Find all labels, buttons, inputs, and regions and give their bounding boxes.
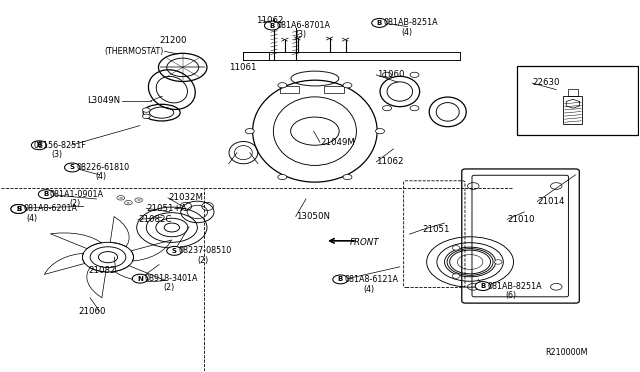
Circle shape [376,129,385,134]
Text: 21051+A: 21051+A [147,204,187,213]
Text: (2): (2) [197,256,209,264]
Text: (2): (2) [164,283,175,292]
Text: 081A8-6201A: 081A8-6201A [23,205,77,214]
Text: B: B [16,206,21,212]
Text: 081AB-8251A: 081AB-8251A [384,19,438,28]
Text: L3049N: L3049N [87,96,120,105]
Text: (4): (4) [95,172,106,181]
Circle shape [143,108,150,112]
Bar [324,86,344,93]
Text: B: B [377,20,382,26]
Circle shape [143,114,150,119]
Text: 21082: 21082 [89,266,116,275]
Text: 13050N: 13050N [296,212,330,221]
Text: 081A1-0901A: 081A1-0901A [50,190,104,199]
Text: S: S [172,248,177,254]
Text: (4): (4) [402,28,413,37]
Bar [280,86,299,93]
Circle shape [31,141,47,150]
Bar [568,89,578,96]
Text: (THERMOSTAT): (THERMOSTAT) [105,47,164,56]
Bar [563,96,582,124]
Text: (3): (3) [296,30,307,39]
Text: B: B [36,142,42,148]
Text: 081A6-8701A: 081A6-8701A [276,21,331,30]
Text: 21014: 21014 [537,197,564,206]
Text: R210000M: R210000M [545,347,588,356]
Text: 21010: 21010 [507,215,534,224]
Text: B: B [480,283,486,289]
Text: FRONT: FRONT [349,238,379,247]
Text: 081A8-6121A: 081A8-6121A [344,275,398,284]
Circle shape [132,274,148,283]
Circle shape [278,174,287,180]
Text: B: B [44,191,49,197]
Circle shape [372,19,387,28]
Text: 08237-08510: 08237-08510 [178,246,232,255]
Text: B: B [269,23,275,29]
Text: 081AB-8251A: 081AB-8251A [487,282,542,291]
Text: S: S [16,206,21,212]
Text: S: S [70,164,75,170]
Text: 08918-3401A: 08918-3401A [145,274,198,283]
Circle shape [475,282,490,291]
Circle shape [11,205,26,214]
Text: 21200: 21200 [159,36,187,45]
Text: (6): (6) [505,291,516,300]
Text: 11061: 11061 [229,63,257,72]
Circle shape [65,163,80,172]
Circle shape [278,83,287,88]
Text: N: N [137,276,143,282]
Circle shape [494,260,502,264]
Circle shape [167,246,182,255]
Circle shape [264,21,280,30]
Bar [516,65,638,135]
Text: 22630: 22630 [532,78,559,87]
Text: B: B [338,276,343,282]
Circle shape [333,275,348,284]
Text: 21060: 21060 [79,307,106,316]
Circle shape [11,205,26,214]
Circle shape [452,274,460,278]
Text: 08226-61810: 08226-61810 [76,163,129,172]
Text: 21049M: 21049M [320,138,355,147]
Circle shape [245,129,254,134]
Text: 11062: 11062 [376,157,404,166]
Text: (4): (4) [364,285,374,294]
Text: 21082C: 21082C [138,215,172,224]
Circle shape [38,190,54,199]
Circle shape [343,83,352,88]
Text: 21032M: 21032M [168,193,203,202]
Text: 11062: 11062 [256,16,284,25]
Text: 21051: 21051 [422,225,450,234]
Text: (4): (4) [26,214,37,223]
Text: 08156-8251F: 08156-8251F [34,141,86,150]
Text: (2): (2) [69,199,80,208]
Text: 11060: 11060 [378,70,405,79]
Circle shape [343,174,352,180]
Circle shape [452,246,460,250]
Text: (3): (3) [52,150,63,159]
